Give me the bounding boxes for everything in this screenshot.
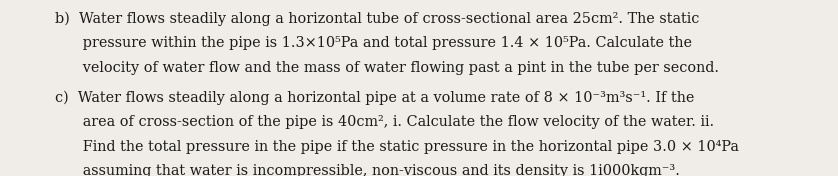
Text: b)  Water flows steadily along a horizontal tube of cross-sectional area 25cm². : b) Water flows steadily along a horizont… (55, 12, 700, 26)
Text: assuming that water is incompressible, non-viscous and its density is 1i000kgm⁻³: assuming that water is incompressible, n… (55, 164, 680, 176)
Text: velocity of water flow and the mass of water flowing past a pint in the tube per: velocity of water flow and the mass of w… (55, 61, 719, 75)
Text: c)  Water flows steadily along a horizontal pipe at a volume rate of 8 × 10⁻³m³s: c) Water flows steadily along a horizont… (55, 90, 695, 105)
Text: Find the total pressure in the pipe if the static pressure in the horizontal pip: Find the total pressure in the pipe if t… (55, 140, 739, 153)
Text: pressure within the pipe is 1.3×10⁵Pa and total pressure 1.4 × 10⁵Pa. Calculate : pressure within the pipe is 1.3×10⁵Pa an… (55, 36, 692, 51)
Text: area of cross-section of the pipe is 40cm², i. Calculate the flow velocity of th: area of cross-section of the pipe is 40c… (55, 115, 714, 129)
